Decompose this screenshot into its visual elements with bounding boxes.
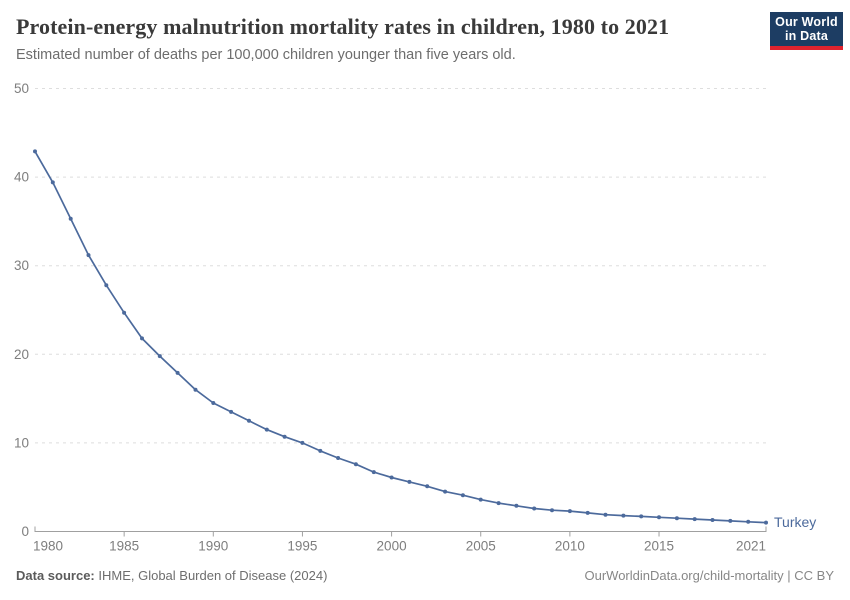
data-point[interactable] xyxy=(33,149,37,154)
data-point[interactable] xyxy=(140,336,144,341)
data-point[interactable] xyxy=(710,518,715,522)
data-point[interactable] xyxy=(175,370,180,375)
data-point[interactable] xyxy=(157,354,162,359)
x-axis-tick-label: 2010 xyxy=(555,539,585,554)
owid-logo-line2: in Data xyxy=(784,29,829,43)
data-point[interactable] xyxy=(728,518,733,523)
y-axis-tick-label: 40 xyxy=(14,170,29,185)
y-axis-tick-label: 30 xyxy=(14,258,29,273)
data-point[interactable] xyxy=(764,520,768,525)
data-point[interactable] xyxy=(353,462,358,467)
data-point[interactable] xyxy=(496,501,501,506)
data-source-note: Data source: IHME, Global Burden of Dise… xyxy=(16,568,327,583)
data-point[interactable] xyxy=(247,418,251,423)
owid-logo-line1: Our World xyxy=(775,14,838,29)
data-point[interactable] xyxy=(68,216,73,221)
data-point[interactable] xyxy=(211,401,216,405)
x-axis-tick-label: 1995 xyxy=(287,539,317,554)
page-subtitle: Estimated number of deaths per 100,000 c… xyxy=(16,47,516,63)
data-point[interactable] xyxy=(657,515,661,520)
data-point[interactable] xyxy=(585,510,590,515)
data-source-text: IHME, Global Burden of Disease (2024) xyxy=(94,568,328,583)
data-point[interactable] xyxy=(122,310,127,315)
data-point[interactable] xyxy=(478,497,483,502)
data-point[interactable] xyxy=(692,517,697,522)
credit-link[interactable]: OurWorldinData.org/child-mortality | CC … xyxy=(584,568,835,583)
y-axis-tick-label: 10 xyxy=(14,435,29,450)
x-axis-tick-label: 1990 xyxy=(198,539,228,554)
data-point[interactable] xyxy=(550,508,554,513)
data-point[interactable] xyxy=(407,479,412,484)
data-point[interactable] xyxy=(514,503,519,508)
x-axis-tick-label: 2021 xyxy=(736,539,766,554)
data-point[interactable] xyxy=(300,440,305,445)
data-point[interactable] xyxy=(443,489,448,494)
x-axis-tick-label: 2000 xyxy=(377,539,407,554)
data-point[interactable] xyxy=(193,387,198,392)
data-point[interactable] xyxy=(603,512,608,517)
y-axis-tick-label: 0 xyxy=(21,524,29,539)
trend-line xyxy=(34,150,767,524)
series-end-label[interactable]: Turkey xyxy=(774,514,816,530)
data-point[interactable] xyxy=(318,448,323,453)
data-point[interactable] xyxy=(371,470,376,475)
x-axis-tick-label: 2015 xyxy=(644,539,674,554)
chart-footer: Data source: IHME, Global Burden of Dise… xyxy=(16,568,834,583)
data-source-label: Data source: xyxy=(16,568,95,583)
y-axis-tick-label: 50 xyxy=(14,81,29,96)
data-point[interactable] xyxy=(229,409,234,414)
data-point[interactable] xyxy=(674,516,679,521)
data-point[interactable] xyxy=(746,519,751,524)
y-axis-tick-label: 20 xyxy=(14,347,29,362)
x-axis-tick-label: 2005 xyxy=(466,539,496,554)
data-point[interactable] xyxy=(532,506,537,511)
data-point[interactable] xyxy=(104,283,109,288)
page-title: Protein-energy malnutrition mortality ra… xyxy=(16,14,670,39)
data-point[interactable] xyxy=(460,493,465,498)
data-point[interactable] xyxy=(425,484,430,489)
data-point[interactable] xyxy=(282,434,287,439)
x-axis-line xyxy=(34,526,767,532)
data-point[interactable] xyxy=(567,509,572,514)
data-point[interactable] xyxy=(336,456,341,460)
data-point[interactable] xyxy=(86,253,91,258)
data-point[interactable] xyxy=(50,180,55,185)
data-point[interactable] xyxy=(639,514,644,519)
data-point[interactable] xyxy=(389,475,394,480)
x-axis-tick-label: 1980 xyxy=(33,539,63,554)
data-point[interactable] xyxy=(264,427,269,432)
data-point[interactable] xyxy=(621,513,626,518)
x-axis-tick-label: 1985 xyxy=(109,539,139,554)
owid-logo[interactable]: Our World in Data xyxy=(770,12,843,50)
